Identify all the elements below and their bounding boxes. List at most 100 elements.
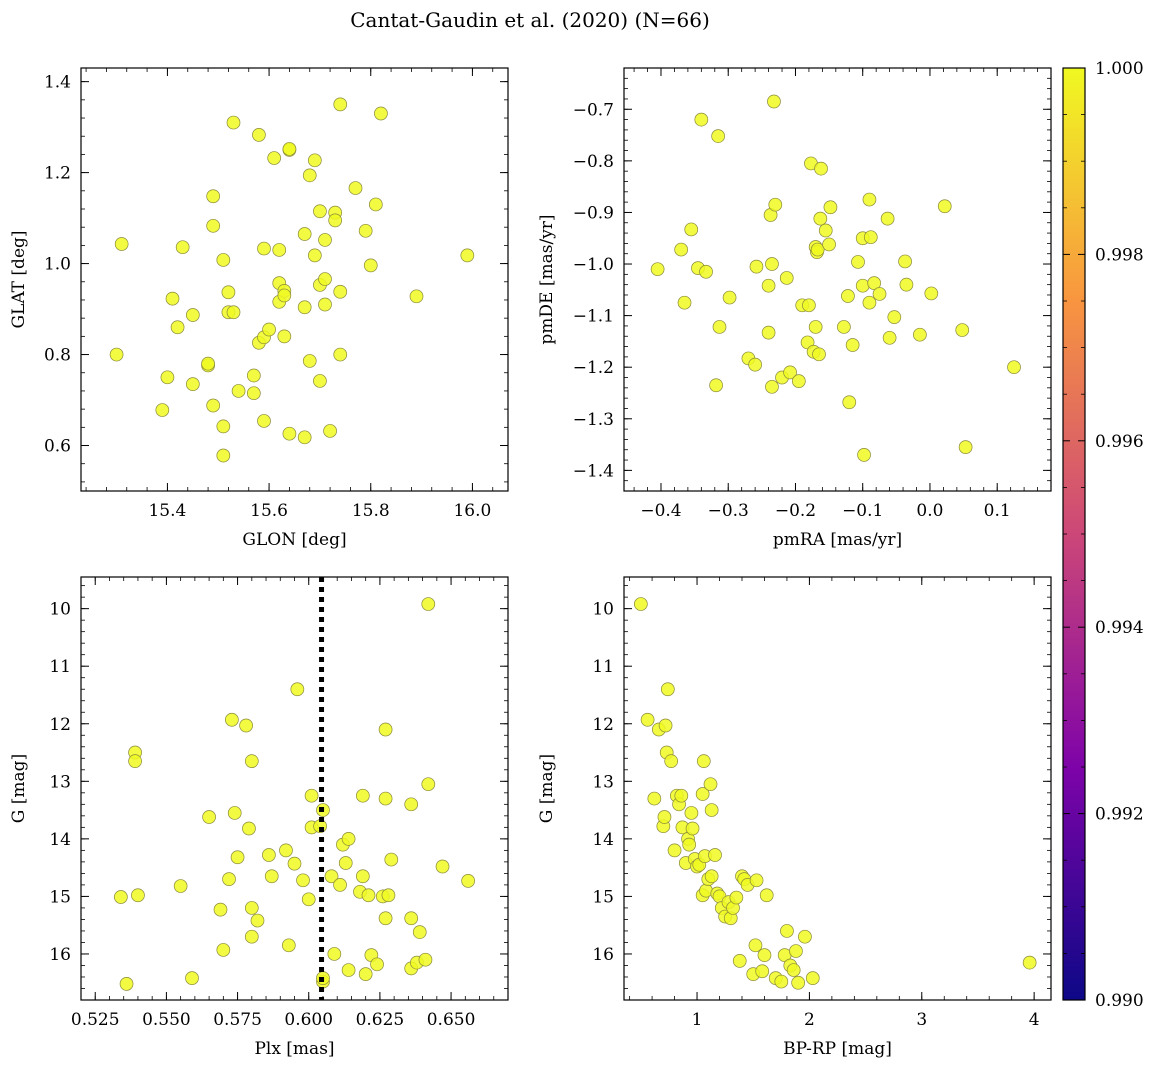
data-point bbox=[818, 223, 833, 238]
data-point bbox=[958, 440, 973, 454]
data-point bbox=[887, 310, 902, 325]
data-point bbox=[409, 289, 424, 304]
data-point bbox=[460, 248, 475, 263]
colorbar-tick-label: 0.992 bbox=[1095, 805, 1144, 825]
x-tick-label: 16.0 bbox=[453, 501, 491, 521]
x-tick-label: 0.575 bbox=[213, 1010, 262, 1030]
data-point bbox=[128, 754, 142, 769]
y-axis-label: pmDE [mas/yr] bbox=[537, 214, 557, 344]
data-point bbox=[684, 806, 699, 820]
data-point bbox=[703, 777, 718, 792]
data-point bbox=[378, 791, 393, 806]
data-point bbox=[257, 241, 271, 256]
data-point bbox=[313, 204, 327, 219]
data-point bbox=[281, 938, 296, 953]
x-axis-label: Plx [mas] bbox=[254, 1039, 334, 1059]
data-point bbox=[682, 837, 697, 852]
data-point bbox=[348, 181, 363, 195]
data-point bbox=[842, 395, 857, 410]
data-point bbox=[304, 788, 319, 803]
data-point bbox=[783, 365, 797, 380]
x-tick-label: −0.4 bbox=[640, 501, 681, 521]
data-point bbox=[333, 878, 347, 892]
x-tick-label: 0.0 bbox=[916, 501, 943, 521]
data-point bbox=[412, 925, 427, 939]
data-point bbox=[231, 384, 246, 398]
x-tick-label: −0.2 bbox=[775, 501, 816, 521]
data-point bbox=[267, 151, 282, 165]
data-point bbox=[333, 347, 348, 362]
data-point bbox=[421, 597, 436, 611]
data-point bbox=[384, 852, 399, 867]
data-point bbox=[708, 848, 722, 862]
data-point bbox=[242, 821, 256, 836]
data-point bbox=[279, 843, 293, 858]
y-tick-label: 15 bbox=[592, 887, 614, 907]
x-tick-label: 15.4 bbox=[148, 501, 186, 521]
data-point bbox=[302, 354, 317, 368]
data-point bbox=[765, 379, 779, 394]
data-point bbox=[704, 869, 719, 884]
y-tick-label: 0.6 bbox=[44, 437, 71, 457]
x-tick-label: 0.550 bbox=[142, 1010, 191, 1030]
y-tick-label: −0.9 bbox=[573, 203, 614, 223]
data-point bbox=[674, 242, 689, 257]
data-point bbox=[175, 240, 190, 255]
data-point bbox=[814, 161, 828, 176]
data-point bbox=[774, 974, 789, 989]
data-point bbox=[213, 902, 228, 917]
data-point bbox=[696, 754, 711, 769]
data-point bbox=[301, 892, 316, 907]
scatter-series bbox=[113, 597, 475, 991]
data-point bbox=[355, 869, 370, 884]
data-point bbox=[244, 754, 259, 769]
data-point bbox=[185, 377, 200, 391]
data-point bbox=[880, 211, 895, 226]
data-point bbox=[333, 284, 348, 299]
scatter-series bbox=[109, 97, 475, 463]
x-axis-label: GLON [deg] bbox=[242, 530, 346, 550]
data-point bbox=[898, 254, 912, 269]
y-tick-label: 14 bbox=[592, 830, 614, 850]
data-point bbox=[173, 879, 188, 893]
data-point bbox=[318, 272, 332, 286]
data-point bbox=[225, 712, 239, 727]
data-point bbox=[694, 112, 709, 127]
data-point bbox=[768, 197, 783, 212]
data-point bbox=[368, 197, 383, 212]
y-tick-label: 10 bbox=[592, 600, 614, 620]
y-tick-label: 13 bbox=[592, 772, 614, 792]
data-point bbox=[216, 419, 231, 434]
axes-frame bbox=[80, 576, 509, 1001]
data-point bbox=[802, 298, 816, 313]
x-tick-label: 4 bbox=[1029, 1010, 1040, 1030]
data-point bbox=[318, 297, 332, 312]
data-point bbox=[1007, 360, 1021, 375]
y-tick-label: 16 bbox=[592, 945, 614, 965]
data-point bbox=[813, 211, 828, 226]
y-tick-label: 1.2 bbox=[44, 164, 71, 184]
data-point bbox=[201, 356, 215, 371]
data-point bbox=[250, 913, 265, 928]
data-point bbox=[282, 426, 297, 441]
data-point bbox=[131, 888, 145, 903]
y-tick-label: −1.2 bbox=[573, 358, 614, 378]
x-tick-label: 0.525 bbox=[71, 1010, 120, 1030]
colorbar-tick-label: 0.990 bbox=[1095, 991, 1144, 1011]
data-point bbox=[765, 257, 779, 271]
y-tick-label: 0.8 bbox=[44, 346, 71, 366]
data-point bbox=[290, 682, 305, 697]
data-point bbox=[216, 448, 231, 463]
y-axis-label: GLAT [deg] bbox=[9, 230, 29, 328]
data-point bbox=[749, 873, 764, 888]
y-tick-label: 12 bbox=[592, 715, 614, 735]
data-point bbox=[712, 320, 727, 334]
data-point bbox=[170, 320, 185, 335]
data-point bbox=[246, 386, 261, 401]
data-point bbox=[119, 977, 134, 991]
data-point bbox=[757, 948, 772, 962]
x-axis-label: pmRA [mas/yr] bbox=[773, 530, 902, 550]
data-point bbox=[755, 964, 770, 979]
data-point bbox=[729, 890, 744, 905]
